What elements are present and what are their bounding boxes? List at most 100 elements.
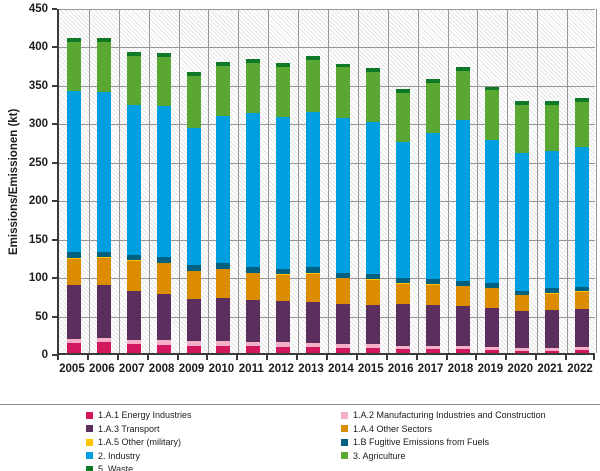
x-tick-label: 2013 — [298, 363, 324, 375]
y-tick-label: 250 — [28, 156, 48, 169]
bar-segment — [545, 293, 560, 311]
bar-2012 — [276, 62, 291, 353]
bar-segment — [246, 59, 261, 64]
bar-2020 — [515, 101, 530, 353]
bar-segment — [335, 347, 350, 353]
x-tick-label: 2014 — [328, 363, 354, 375]
bar-segment — [485, 288, 500, 308]
bar-segment — [156, 106, 171, 257]
bar-segment — [455, 67, 470, 72]
bar-segment — [156, 344, 171, 353]
bar-segment — [425, 279, 440, 285]
bar-segment — [246, 346, 261, 353]
legend-label: 1.A.3 Transport — [98, 423, 160, 434]
bar-segment — [425, 132, 440, 280]
bar-2013 — [306, 56, 321, 353]
bar-segment — [66, 342, 81, 353]
x-tick — [565, 355, 567, 360]
bar-segment — [425, 78, 440, 83]
y-tick-label: 50 — [35, 310, 48, 323]
legend: 1.A.1 Energy Industries 1.A.2 Manufacturi… — [86, 410, 591, 471]
x-tick — [266, 355, 268, 360]
bar-segment — [306, 60, 321, 112]
bar-segment — [335, 343, 350, 348]
x-tick-label: 2015 — [358, 363, 384, 375]
gridline-x — [358, 9, 359, 353]
gridline-y-400 — [59, 47, 595, 49]
gridline-x — [238, 9, 239, 353]
x-tick-label: 2007 — [118, 363, 145, 375]
bar-2008 — [156, 53, 171, 353]
gridline-x — [477, 9, 478, 353]
y-tick-label: 450 — [28, 3, 48, 15]
bar-segment — [395, 88, 410, 93]
legend-item: 1.A.4 Other Sectors — [341, 424, 591, 434]
bar-2014 — [335, 63, 350, 353]
legend-item: 1.A.3 Transport — [86, 424, 341, 434]
bar-segment — [276, 269, 291, 275]
legend-item: 1.A.5 Other (military) — [86, 437, 341, 447]
gridline-x — [388, 9, 389, 353]
bar-segment — [126, 339, 141, 344]
legend-label: 3. Agriculture — [353, 450, 406, 461]
bar-segment — [545, 350, 560, 353]
bar-2016 — [395, 88, 410, 353]
bar-2005 — [66, 37, 81, 353]
bar-2009 — [186, 72, 201, 353]
gridline-x — [149, 9, 150, 353]
bar-segment — [276, 274, 291, 302]
bar-segment — [126, 105, 141, 255]
y-tick — [52, 315, 57, 318]
bar-segment — [96, 257, 111, 286]
bar-segment — [335, 303, 350, 344]
bar-segment — [216, 62, 231, 67]
bar-2010 — [216, 62, 231, 353]
bar-segment — [96, 41, 111, 92]
bar-segment — [126, 56, 141, 106]
x-tick-label: 2012 — [268, 363, 294, 375]
x-tick-label: 2008 — [148, 363, 175, 375]
bar-2006 — [96, 37, 111, 353]
legend-separator-line — [0, 404, 600, 405]
bar-segment — [66, 339, 81, 343]
legend-label: 1.A.4 Other Sectors — [353, 423, 433, 434]
x-tick — [386, 355, 388, 360]
y-tick-label: 350 — [28, 79, 48, 92]
bar-segment — [246, 299, 261, 342]
bar-segment — [126, 254, 141, 261]
bar-2011 — [246, 59, 261, 353]
bar-segment — [365, 347, 380, 353]
bar-segment — [425, 82, 440, 133]
bar-segment — [306, 273, 321, 302]
gridline-x — [448, 9, 449, 353]
bar-segment — [515, 350, 530, 353]
bar-segment — [276, 62, 291, 67]
bar-2007 — [126, 52, 141, 353]
gridline-x — [119, 9, 120, 353]
legend-swatch-icon — [341, 438, 348, 446]
bar-segment — [276, 66, 291, 118]
x-tick — [147, 355, 149, 360]
bar-segment — [455, 349, 470, 353]
bar-segment — [545, 101, 560, 106]
gridline-y-150 — [59, 239, 595, 241]
bar-segment — [455, 120, 470, 281]
x-tick-label: 2020 — [507, 363, 534, 375]
bar-segment — [455, 280, 470, 286]
gridline-x — [89, 9, 90, 353]
legend-item: 1.A.1 Energy Industries — [86, 410, 341, 420]
bar-segment — [455, 306, 470, 347]
bar-segment — [575, 101, 590, 147]
bar-segment — [306, 267, 321, 274]
gridline-x — [537, 9, 538, 353]
bar-segment — [96, 251, 111, 258]
gridline-x — [507, 9, 508, 353]
x-tick — [57, 355, 59, 360]
bar-segment — [156, 56, 171, 107]
x-tick — [326, 355, 328, 360]
y-tick-label: 300 — [28, 118, 48, 131]
bar-segment — [96, 342, 111, 353]
bar-segment — [186, 72, 201, 77]
bar-2022 — [575, 98, 590, 353]
